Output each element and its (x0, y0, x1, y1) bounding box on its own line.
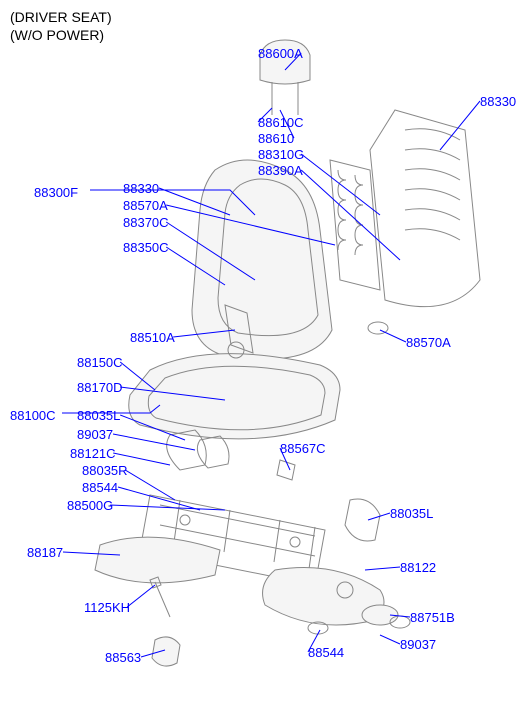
part-label: 88310G (258, 147, 304, 162)
part-label: 88121C (70, 446, 116, 461)
part-label: 88610C (258, 115, 304, 130)
part-label: 88570A (406, 335, 451, 350)
part-label: 88150C (77, 355, 123, 370)
leader-line (365, 567, 400, 570)
part-label: 88122 (400, 560, 436, 575)
part-label: 88100C (10, 408, 56, 423)
part-heater-wires (338, 170, 363, 255)
part-track-hole1 (180, 515, 190, 525)
part-label: 88563 (105, 650, 141, 665)
leader-line (113, 434, 195, 450)
part-track-hole2 (290, 537, 300, 547)
part-label: 88567C (280, 441, 326, 456)
part-back-frame (370, 110, 480, 307)
part-label: 88330 (480, 94, 516, 109)
part-label: 88170D (77, 380, 123, 395)
part-cap-88567C (277, 460, 295, 480)
part-back-frame-springs (405, 129, 460, 240)
part-label: 88035R (82, 463, 128, 478)
part-label: 88370C (123, 215, 169, 230)
leader-line (127, 585, 155, 607)
part-front-shield (95, 537, 220, 583)
part-bracket-right (345, 499, 380, 541)
part-label: 88544 (308, 645, 344, 660)
part-label: 89037 (400, 637, 436, 652)
part-label: 88600A (258, 46, 303, 61)
part-label: 88035L (390, 506, 433, 521)
part-label: 88544 (82, 480, 118, 495)
part-label: 88610 (258, 131, 294, 146)
part-bracket-left (167, 430, 207, 470)
leader-line (380, 330, 406, 342)
leader-line (110, 505, 225, 510)
part-label: 88330 (123, 181, 159, 196)
part-label: 88570A (123, 198, 168, 213)
leader-line (440, 101, 480, 150)
part-label: 88350C (123, 240, 169, 255)
part-label: 88187 (27, 545, 63, 560)
part-label: 88300F (34, 185, 78, 200)
diagram-container: (DRIVER SEAT) (W/O POWER) (0, 0, 532, 727)
leader-line (380, 635, 400, 644)
part-label: 88510A (130, 330, 175, 345)
part-foot-cap (152, 637, 180, 666)
part-label: 1125KH (84, 600, 130, 615)
part-label: 89037 (77, 427, 113, 442)
part-label: 88500G (67, 498, 113, 513)
part-label: 88751B (410, 610, 455, 625)
part-label: 88390A (258, 163, 303, 178)
part-bracket-left2 (197, 436, 229, 468)
part-label: 88035L (77, 408, 120, 423)
